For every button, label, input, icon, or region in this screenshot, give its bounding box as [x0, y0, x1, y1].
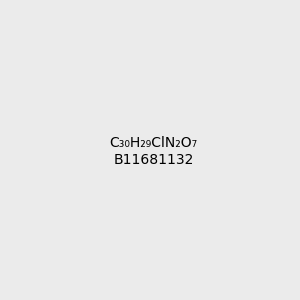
Text: C₃₀H₂₉ClN₂O₇
B11681132: C₃₀H₂₉ClN₂O₇ B11681132 — [110, 136, 198, 166]
